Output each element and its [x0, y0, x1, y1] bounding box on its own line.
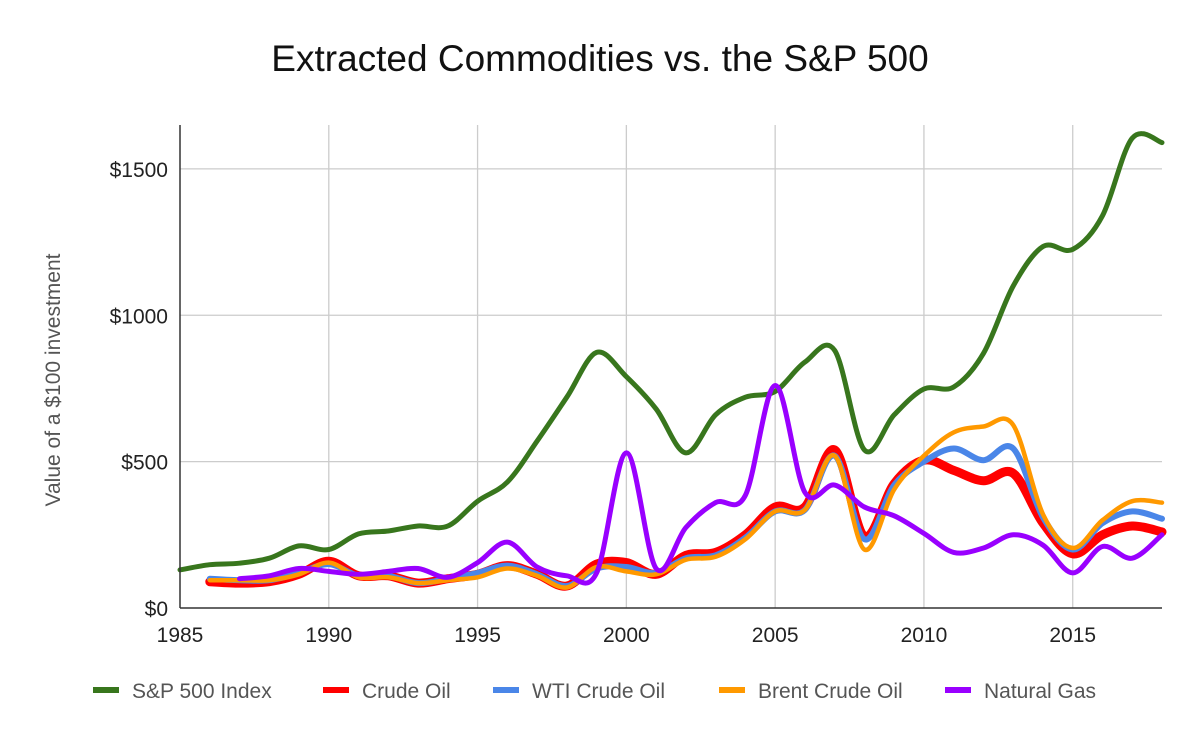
- x-tick-label: 1995: [454, 624, 501, 647]
- legend-label: S&P 500 Index: [132, 680, 272, 703]
- y-axis-label: Value of a $100 investment: [42, 253, 65, 506]
- series-lines: [177, 131, 1167, 591]
- legend-label: Crude Oil: [362, 680, 451, 703]
- x-tick-label: 2015: [1049, 624, 1096, 647]
- series-line-s-p-500-index: [177, 131, 1165, 573]
- legend: S&P 500 Index Crude Oil WTI Crude Oil Brent…: [93, 680, 1096, 703]
- y-tick-label: $0: [145, 598, 168, 621]
- series-line-wti-crude-oil: [206, 443, 1165, 590]
- axes: 1985 1990 1995 2000 2005 2010 2015 $0 $500 $1000 $…: [110, 125, 1162, 647]
- legend-item-s-p-500-index: S&P 500 Index: [93, 680, 272, 703]
- y-tick-label: $1000: [110, 305, 168, 328]
- series-line-crude-oil: [205, 445, 1167, 591]
- gridlines: [180, 125, 1162, 608]
- x-tick-label: 1990: [305, 624, 352, 647]
- legend-label: WTI Crude Oil: [532, 680, 665, 703]
- x-tick-label: 2005: [752, 624, 799, 647]
- legend-item-crude-oil: Crude Oil: [323, 680, 451, 703]
- legend-item-wti-crude-oil: WTI Crude Oil: [493, 680, 665, 703]
- y-tick-label: $1500: [110, 159, 168, 182]
- x-tick-label: 2000: [603, 624, 650, 647]
- legend-label: Brent Crude Oil: [758, 680, 903, 703]
- legend-item-brent-crude-oil: Brent Crude Oil: [719, 680, 903, 703]
- series-line-natural-gas: [237, 382, 1165, 586]
- y-tick-label: $500: [121, 452, 168, 475]
- x-tick-label: 1985: [157, 624, 204, 647]
- x-tick-label: 2010: [901, 624, 948, 647]
- chart-title: Extracted Commodities vs. the S&P 500: [271, 38, 929, 79]
- legend-item-natural-gas: Natural Gas: [945, 680, 1096, 703]
- legend-label: Natural Gas: [984, 680, 1096, 703]
- series-line-brent-crude-oil: [207, 416, 1165, 590]
